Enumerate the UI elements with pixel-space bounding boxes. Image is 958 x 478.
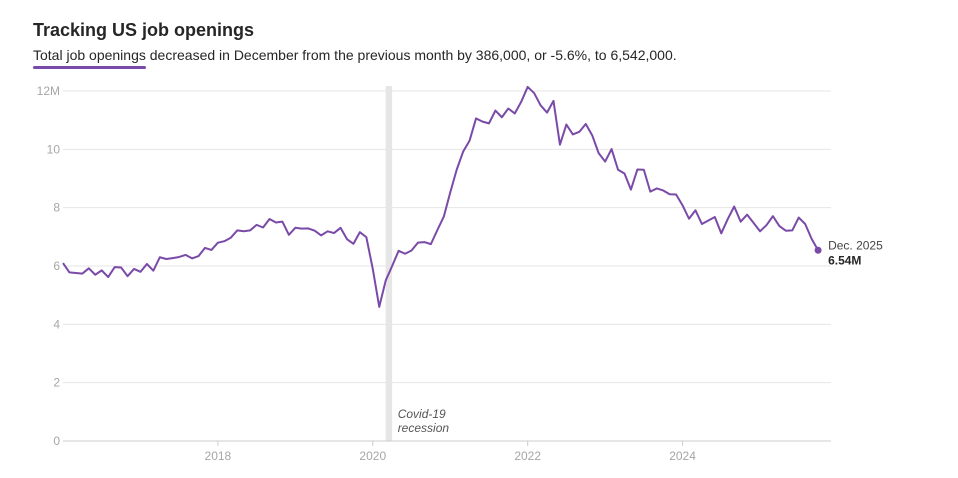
chart-title: Tracking US job openings (33, 20, 255, 40)
grid-layer (63, 90, 831, 384)
label-layer: 12M 10 8 6 4 2 0 2018 2020 2022 2024 Covid-19recess… (37, 84, 883, 463)
line-layer (62, 85, 822, 308)
y-tick-label: 0 (53, 434, 60, 448)
end-label-date: Dec. 2025 (828, 238, 883, 252)
x-tick-label: 2024 (669, 449, 696, 463)
recession-label-line2: recession (398, 421, 450, 435)
y-tick-label: 4 (53, 317, 60, 331)
key-underline (33, 66, 146, 69)
key-phrase: Total job openings (33, 47, 146, 69)
axis-layer (63, 440, 831, 446)
job-openings-line (62, 85, 819, 308)
x-tick-label: 2020 (359, 449, 386, 463)
subtitle-rest: decreased in December from the previous … (145, 47, 677, 63)
recession-layer (385, 86, 393, 441)
y-tick-label: 6 (53, 259, 60, 273)
x-tick-label: 2018 (205, 449, 232, 463)
y-tick-label: 8 (53, 201, 60, 215)
x-tick-label: 2022 (514, 449, 541, 463)
chart-subtitle: Total job openings decreased in December… (33, 47, 677, 69)
subtitle-highlight: Total job openings (33, 47, 146, 63)
y-tick-label: 12M (37, 84, 60, 98)
y-tick-label: 10 (47, 142, 61, 156)
recession-band (385, 86, 393, 441)
end-label-value: 6.54M (828, 253, 861, 267)
end-point-marker (814, 246, 822, 254)
recession-label-line1: Covid-19 (398, 407, 446, 421)
y-tick-label: 2 (53, 376, 60, 390)
